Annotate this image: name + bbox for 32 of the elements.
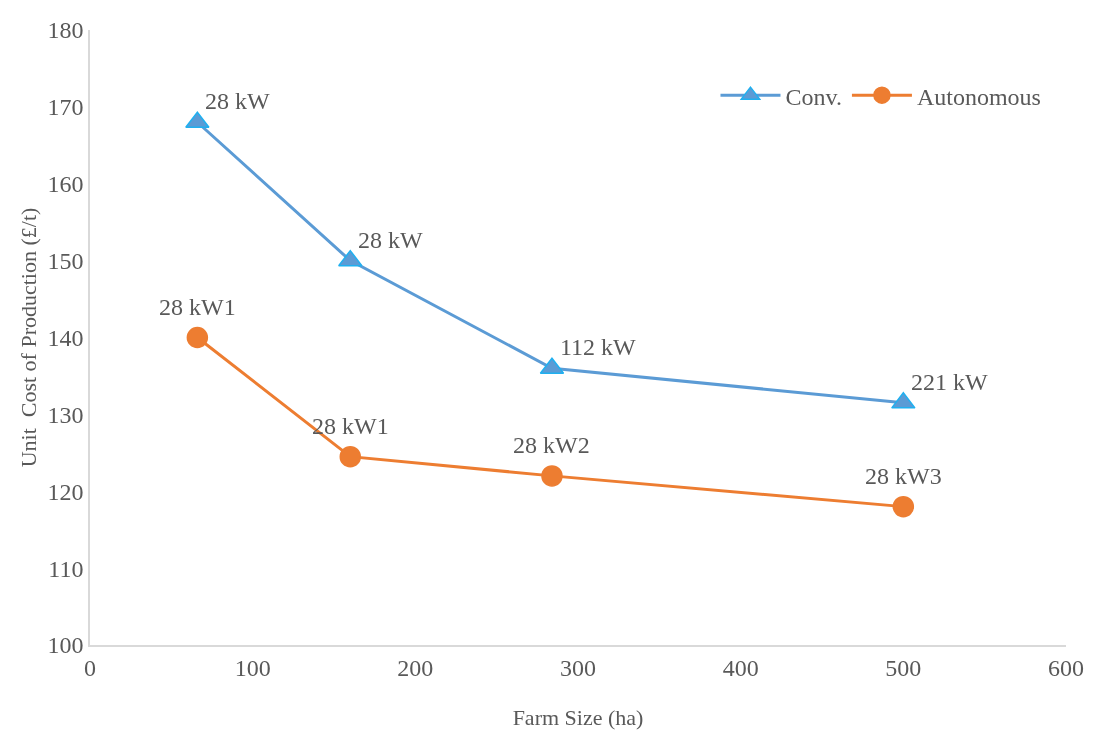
- x-tick-label: 600: [1048, 654, 1084, 681]
- legend-label: Autonomous: [916, 83, 1041, 110]
- annotation: 221 kW: [911, 369, 988, 395]
- y-tick-label: 120: [47, 478, 84, 505]
- x-tick-label: 200: [397, 654, 434, 681]
- annotation: 112 kW: [560, 334, 637, 360]
- y-axis-title: Unit Cost of Production (£/t): [15, 207, 41, 468]
- y-tick-label: 180: [47, 17, 84, 44]
- y-tick-label: 150: [47, 248, 84, 275]
- x-tick-label: 500: [885, 654, 922, 681]
- annotation: 28 kW: [358, 227, 423, 253]
- annotation: 28 kW2: [513, 432, 590, 458]
- point: [892, 495, 915, 518]
- annotation: 28 kW3: [865, 463, 942, 489]
- y-tick-label: 100: [47, 632, 84, 659]
- x-tick-label: 0: [84, 654, 96, 681]
- x-axis-title: Farm Size (ha): [512, 704, 644, 730]
- annotation: 28 kW: [205, 88, 270, 114]
- legend-label: Conv.: [785, 83, 842, 110]
- y-tick-label: 110: [48, 555, 84, 582]
- point: [339, 445, 362, 468]
- annotation: 28 kW1: [159, 294, 236, 320]
- y-tick-label: 140: [47, 324, 84, 351]
- point: [541, 465, 563, 487]
- annotation: 28 kW1: [312, 413, 389, 439]
- y-tick-label: 160: [47, 171, 84, 198]
- y-tick-label: 130: [47, 401, 84, 428]
- x-tick-label: 100: [234, 654, 271, 681]
- x-tick-label: 400: [722, 654, 759, 681]
- y-tick-label: 170: [47, 94, 84, 121]
- point: [186, 326, 209, 349]
- x-tick-label: 300: [560, 654, 596, 681]
